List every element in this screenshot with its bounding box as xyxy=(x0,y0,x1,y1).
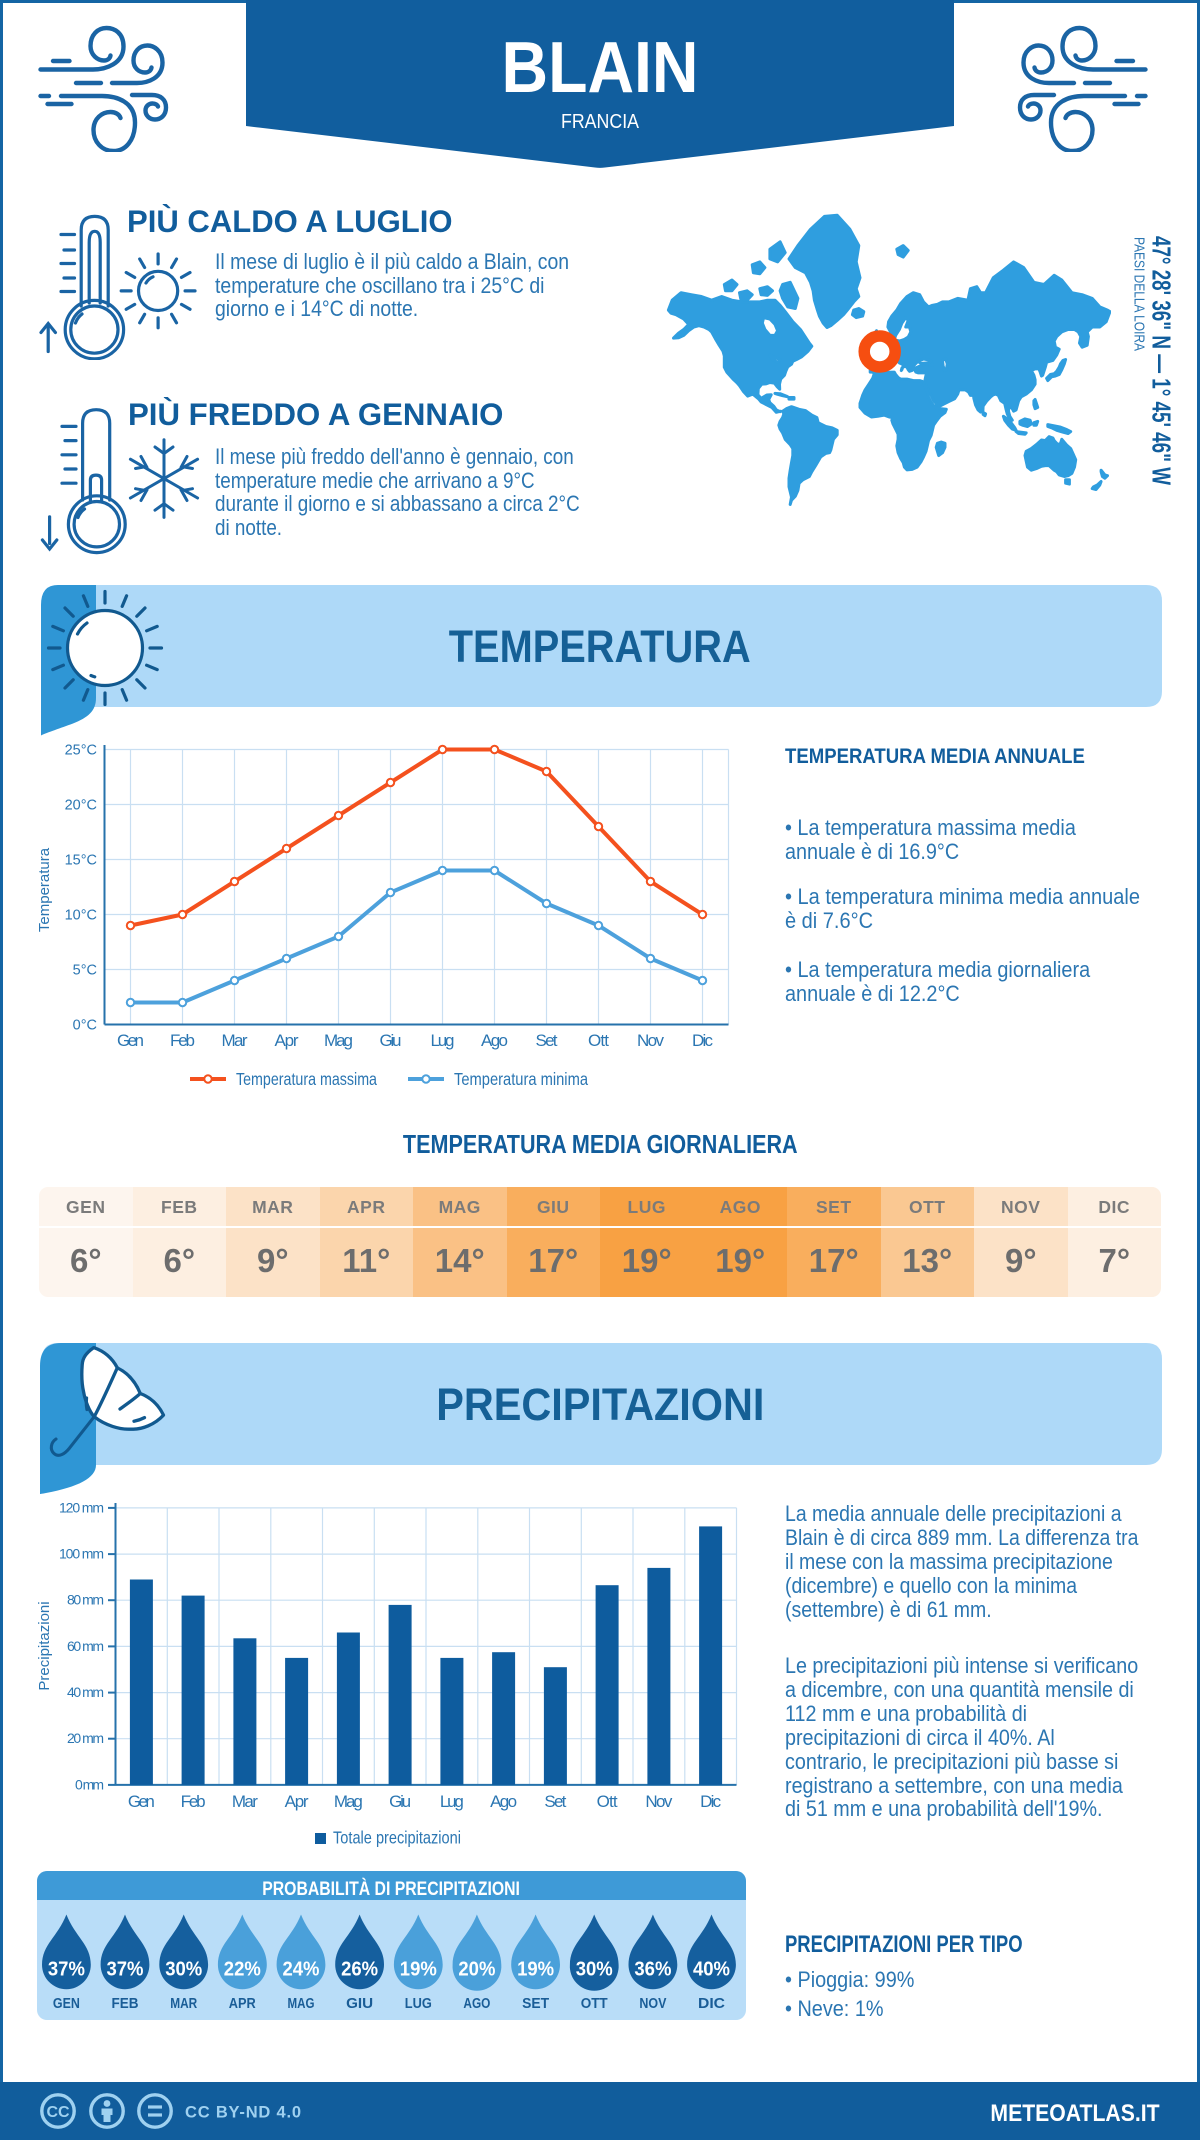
svg-text:Giu: Giu xyxy=(380,1031,402,1050)
svg-text:24%: 24% xyxy=(283,1958,320,1981)
svg-text:Gen: Gen xyxy=(117,1031,144,1050)
svg-text:5°C: 5°C xyxy=(73,963,97,979)
svg-text:Dic: Dic xyxy=(700,1792,722,1811)
svg-text:22%: 22% xyxy=(224,1958,261,1981)
svg-text:37%: 37% xyxy=(48,1958,85,1981)
svg-text:10°C: 10°C xyxy=(65,908,97,924)
svg-text:Giu: Giu xyxy=(389,1792,411,1811)
svg-text:Temperatura massima: Temperatura massima xyxy=(236,1069,377,1089)
svg-text:15°C: 15°C xyxy=(65,853,97,869)
svg-text:Mag: Mag xyxy=(334,1792,363,1811)
svg-text:Lug: Lug xyxy=(431,1031,455,1050)
svg-text:Mag: Mag xyxy=(324,1031,353,1050)
svg-text:20%: 20% xyxy=(458,1958,495,1981)
svg-text:BLAIN: BLAIN xyxy=(502,28,699,108)
svg-text:20°C: 20°C xyxy=(65,798,97,814)
svg-text:0°C: 0°C xyxy=(73,1018,97,1034)
svg-text:DIC: DIC xyxy=(698,1996,726,2012)
svg-text:37%: 37% xyxy=(107,1958,144,1981)
svg-text:Nov: Nov xyxy=(637,1031,665,1050)
svg-text:Ott: Ott xyxy=(597,1792,618,1811)
svg-text:LUG: LUG xyxy=(405,1996,432,2012)
svg-text:26%: 26% xyxy=(341,1958,378,1981)
svg-text:36%: 36% xyxy=(634,1958,671,1981)
svg-text:FEB: FEB xyxy=(112,1996,139,2012)
svg-text:CC: CC xyxy=(46,2104,70,2121)
svg-text:Nov: Nov xyxy=(645,1792,673,1811)
svg-text:NOV: NOV xyxy=(639,1996,666,2012)
svg-text:40%: 40% xyxy=(693,1958,730,1981)
svg-text:APR: APR xyxy=(229,1996,256,2012)
svg-text:0 mm: 0 mm xyxy=(75,1776,104,1792)
svg-text:AGO: AGO xyxy=(463,1996,490,2012)
svg-text:GIU: GIU xyxy=(346,1996,373,2012)
svg-text:Set: Set xyxy=(536,1031,558,1050)
svg-text:120 mm: 120 mm xyxy=(59,1499,104,1515)
svg-text:Ott: Ott xyxy=(588,1031,609,1050)
svg-text:25°C: 25°C xyxy=(65,743,97,759)
svg-text:Apr: Apr xyxy=(285,1792,309,1811)
svg-text:40 mm: 40 mm xyxy=(67,1684,104,1700)
svg-text:OTT: OTT xyxy=(581,1996,608,2012)
svg-text:47° 28' 36" N — 1° 45' 46" W: 47° 28' 36" N — 1° 45' 46" W xyxy=(1147,236,1177,485)
svg-text:19%: 19% xyxy=(517,1958,554,1981)
svg-text:Ago: Ago xyxy=(481,1031,508,1050)
svg-text:Feb: Feb xyxy=(181,1792,206,1811)
svg-text:Gen: Gen xyxy=(128,1792,155,1811)
svg-text:FRANCIA: FRANCIA xyxy=(561,110,639,133)
svg-text:Mar: Mar xyxy=(222,1031,248,1050)
svg-text:30%: 30% xyxy=(576,1958,613,1981)
svg-text:100 mm: 100 mm xyxy=(59,1546,104,1562)
svg-text:Set: Set xyxy=(544,1792,566,1811)
svg-text:Temperatura: Temperatura xyxy=(36,847,53,932)
svg-text:Ago: Ago xyxy=(490,1792,517,1811)
svg-text:CC BY-ND 4.0: CC BY-ND 4.0 xyxy=(185,2104,302,2122)
svg-text:Dic: Dic xyxy=(692,1031,714,1050)
svg-text:Lug: Lug xyxy=(440,1792,464,1811)
svg-text:30%: 30% xyxy=(165,1958,202,1981)
svg-text:MAR: MAR xyxy=(170,1996,197,2012)
svg-text:SET: SET xyxy=(522,1996,549,2012)
svg-text:Apr: Apr xyxy=(275,1031,299,1050)
svg-text:Totale precipitazioni: Totale precipitazioni xyxy=(333,1828,461,1848)
svg-text:Temperatura minima: Temperatura minima xyxy=(454,1069,588,1089)
svg-text:Precipitazioni: Precipitazioni xyxy=(36,1601,53,1690)
svg-text:20 mm: 20 mm xyxy=(67,1730,104,1746)
svg-text:Feb: Feb xyxy=(170,1031,195,1050)
svg-text:MAG: MAG xyxy=(288,1996,315,2012)
svg-text:Mar: Mar xyxy=(232,1792,258,1811)
svg-text:19%: 19% xyxy=(400,1958,437,1981)
svg-text:80 mm: 80 mm xyxy=(67,1592,104,1608)
svg-text:PAESI DELLA LOIRA: PAESI DELLA LOIRA xyxy=(1131,237,1148,351)
svg-text:GEN: GEN xyxy=(53,1996,80,2012)
svg-text:60 mm: 60 mm xyxy=(67,1638,104,1654)
